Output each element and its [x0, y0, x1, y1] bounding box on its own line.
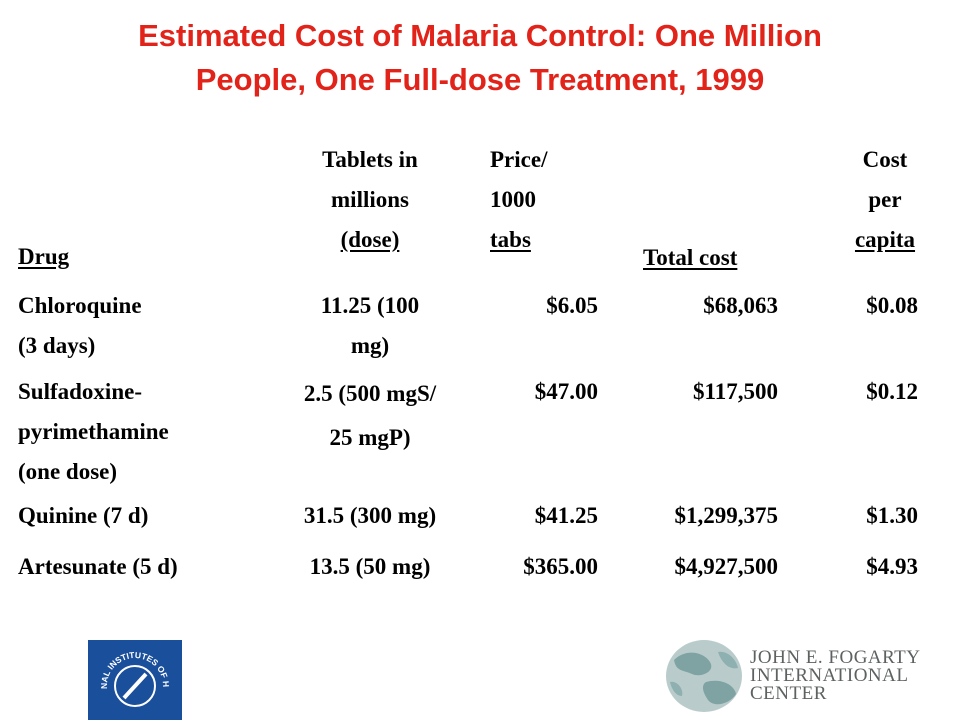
slide-title: Estimated Cost of Malaria Control: One M… — [20, 14, 940, 102]
header-price-line: Price/ — [490, 147, 548, 172]
header-per-capita-line: Cost — [862, 147, 908, 172]
row-2-tablets: 2.5 (500 mgS/ 25 mgP) — [272, 372, 468, 460]
header-tablets-line: millions — [331, 187, 409, 212]
nih-logo: NATIONAL INSTITUTES OF HEALTH — [88, 640, 182, 720]
row-1-total: $68,063 — [703, 293, 778, 318]
row-3-price: $41.25 — [534, 503, 598, 528]
row-2-total: $117,500 — [693, 379, 778, 404]
title-line-1: Estimated Cost of Malaria Control: One M… — [138, 18, 822, 53]
header-per-capita: Cost per capita — [830, 140, 940, 260]
tablets-line: mg) — [350, 333, 390, 358]
row-1-price: $6.05 — [546, 293, 598, 318]
row-4-drug: Artesunate (5 d) — [18, 554, 178, 579]
row-1-per-capita: $0.08 — [866, 293, 918, 318]
fogarty-logo-line-3: CENTER — [750, 683, 827, 704]
row-1-tablets: 11.25 (100 mg) — [280, 286, 460, 366]
row-3-drug: Quinine (7 d) — [18, 503, 149, 528]
header-price: Price/ 1000 tabs — [490, 140, 547, 260]
header-per-capita-line: per — [868, 187, 902, 212]
drug-name-line: pyrimethamine — [18, 419, 169, 444]
header-price-line: 1000 — [490, 187, 536, 212]
row-3-per-capita: $1.30 — [866, 503, 918, 528]
header-tablets-line: Tablets in — [322, 147, 418, 172]
tablets-line: 25 mgP) — [329, 425, 411, 450]
row-4-tablets: 13.5 (50 mg) — [309, 554, 431, 579]
title-line-2: People, One Full-dose Treatment, 1999 — [195, 62, 765, 97]
drug-name-line: Chloroquine — [18, 293, 142, 318]
row-2-per-capita: $0.12 — [866, 379, 918, 404]
row-4-total: $4,927,500 — [674, 554, 779, 579]
row-2-drug: Sulfadoxine- pyrimethamine (one dose) — [18, 372, 169, 492]
drug-name-line: (one dose) — [18, 459, 118, 484]
fogarty-logo-line-1: JOHN E. FOGARTY — [750, 647, 921, 668]
drug-name-line: Sulfadoxine- — [18, 379, 142, 404]
row-4-per-capita: $4.93 — [866, 554, 918, 579]
row-2-price: $47.00 — [534, 379, 598, 404]
tablets-line: 11.25 (100 — [320, 293, 420, 318]
row-4-price: $365.00 — [523, 554, 598, 579]
fogarty-logo-line-2: INTERNATIONAL — [750, 665, 909, 686]
row-1-drug: Chloroquine (3 days) — [18, 286, 142, 366]
header-price-line: tabs — [490, 227, 531, 252]
drug-name-line: (3 days) — [18, 333, 96, 358]
header-tablets: Tablets in millions (dose) — [280, 140, 460, 260]
fogarty-logo: JOHN E. FOGARTY INTERNATIONAL CENTER — [664, 636, 934, 716]
globe-icon — [666, 640, 742, 712]
header-per-capita-line: capita — [854, 227, 916, 252]
header-drug: Drug — [18, 244, 70, 269]
header-tablets-line: (dose) — [340, 227, 400, 252]
row-3-tablets: 31.5 (300 mg) — [303, 503, 437, 528]
header-total-cost: Total cost — [643, 245, 738, 270]
row-3-total: $1,299,375 — [674, 503, 779, 528]
tablets-line: 2.5 (500 mgS/ — [303, 381, 437, 406]
